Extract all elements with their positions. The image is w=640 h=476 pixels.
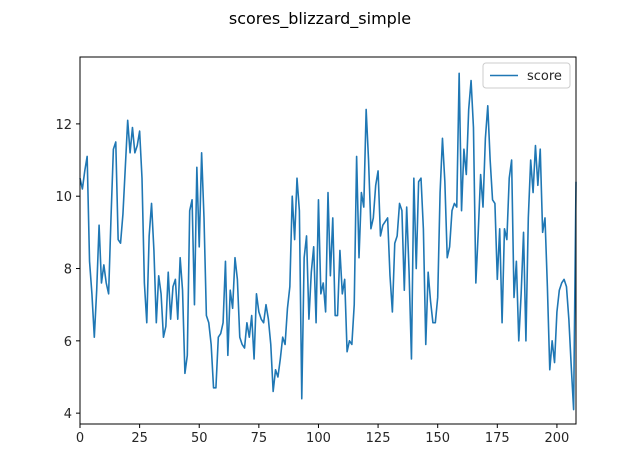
legend: score: [482, 62, 571, 89]
x-tick-label: 150: [425, 431, 450, 446]
y-tick-label: 6: [64, 335, 72, 350]
y-tick-label: 10: [55, 190, 72, 205]
y-axis: 4 6 8 10 12: [55, 118, 80, 422]
x-tick-label: 200: [545, 431, 570, 446]
x-axis: 0 25 50 75 100 125 150 175 200: [76, 424, 569, 446]
x-tick-label: 75: [251, 431, 268, 446]
y-tick-label: 8: [64, 263, 72, 278]
x-tick-label: 50: [191, 431, 208, 446]
x-tick-label: 175: [485, 431, 510, 446]
x-tick-label: 125: [366, 431, 391, 446]
y-tick-label: 12: [55, 118, 72, 133]
x-tick-label: 25: [131, 431, 148, 446]
series-line-score: [79, 72, 577, 411]
y-tick-label: 4: [64, 407, 72, 422]
x-tick-label: 100: [306, 431, 331, 446]
legend-label: score: [527, 69, 562, 84]
axes-frame: [79, 56, 577, 425]
chart-title: scores_blizzard_simple: [229, 9, 411, 29]
plot-area: [79, 72, 577, 411]
legend-box: [482, 62, 571, 89]
x-tick-label: 0: [76, 431, 84, 446]
